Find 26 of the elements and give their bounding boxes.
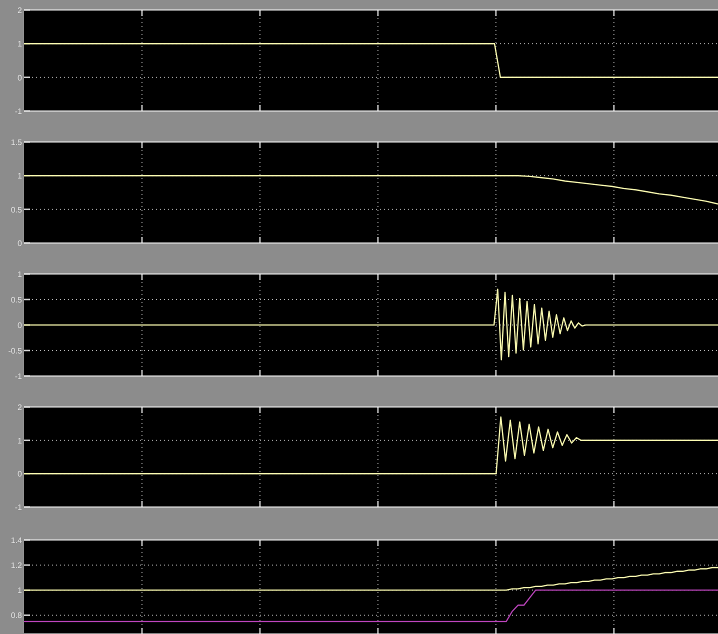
y-tick-label: 1 — [18, 436, 23, 446]
y-tick-label: 0 — [18, 470, 23, 479]
y-tick-label: 1.2 — [10, 561, 23, 570]
y-tick-label: 1 — [18, 172, 23, 181]
y-tick-label: 1 — [18, 270, 23, 279]
y-tick-label: 0.5 — [10, 296, 23, 304]
line-series — [23, 288, 718, 360]
line-series — [23, 566, 718, 591]
y-tick-label: 0 — [18, 73, 23, 82]
y-tick-label: -0.5 — [8, 346, 23, 356]
y-tick-label: 1 — [18, 586, 23, 596]
y-tick-label: 0 — [18, 239, 23, 248]
y-tick-label: 0.8 — [10, 611, 23, 620]
y-tick-label: 2 — [18, 6, 23, 15]
y-tick-label: 0 — [18, 321, 23, 330]
y-tick-label: -1 — [14, 503, 23, 512]
y-tick-label: 0.5 — [10, 205, 23, 214]
y-tick-label: 1.5 — [10, 138, 23, 147]
y-tick-label: -1 — [14, 107, 23, 116]
y-tick-label: 1 — [18, 40, 23, 49]
line-series — [23, 589, 718, 622]
y-tick-label: 1.4 — [10, 536, 23, 545]
y-tick-label: 2 — [18, 403, 23, 412]
line-series — [23, 175, 718, 205]
y-tick-label: -1 — [14, 372, 23, 381]
line-series — [23, 416, 718, 474]
